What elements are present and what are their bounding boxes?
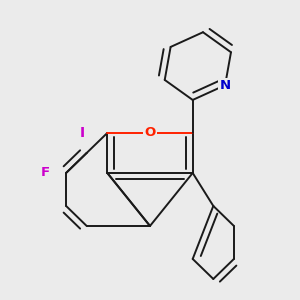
Text: F: F — [41, 167, 50, 179]
Text: O: O — [144, 126, 156, 140]
Text: N: N — [220, 79, 231, 92]
Text: I: I — [80, 126, 85, 140]
